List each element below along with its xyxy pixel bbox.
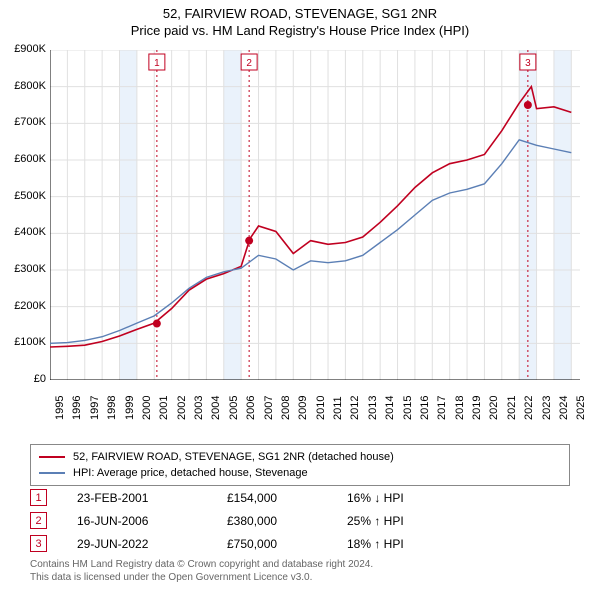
x-tick-label: 2013 xyxy=(367,396,379,420)
x-tick-label: 2021 xyxy=(506,396,518,420)
x-tick-label: 2000 xyxy=(141,396,153,420)
tx-price: £750,000 xyxy=(227,537,317,551)
transaction-table: 1 23-FEB-2001 £154,000 16% ↓ HPI 2 16-JU… xyxy=(30,486,570,555)
marker-badge: 2 xyxy=(30,512,47,529)
x-tick-label: 1996 xyxy=(71,396,83,420)
x-tick-label: 2011 xyxy=(332,396,344,420)
x-tick-label: 2020 xyxy=(488,396,500,420)
y-tick-label: £700K xyxy=(4,116,46,128)
x-tick-label: 2022 xyxy=(523,396,535,420)
tx-delta: 18% ↑ HPI xyxy=(347,537,447,551)
tx-delta: 16% ↓ HPI xyxy=(347,491,447,505)
tx-date: 29-JUN-2022 xyxy=(77,537,197,551)
transaction-row: 1 23-FEB-2001 £154,000 16% ↓ HPI xyxy=(30,486,570,509)
y-tick-label: £400K xyxy=(4,226,46,238)
x-tick-label: 2019 xyxy=(471,396,483,420)
y-tick-label: £200K xyxy=(4,300,46,312)
x-tick-label: 1995 xyxy=(54,396,66,420)
transaction-row: 3 29-JUN-2022 £750,000 18% ↑ HPI xyxy=(30,532,570,555)
x-tick-label: 2024 xyxy=(558,396,570,420)
y-tick-label: £500K xyxy=(4,190,46,202)
x-tick-label: 2002 xyxy=(176,396,188,420)
x-tick-label: 2015 xyxy=(402,396,414,420)
svg-text:2: 2 xyxy=(246,58,252,69)
y-tick-label: £900K xyxy=(4,43,46,55)
x-tick-label: 1998 xyxy=(106,396,118,420)
tx-price: £380,000 xyxy=(227,514,317,528)
attribution-line: Contains HM Land Registry data © Crown c… xyxy=(30,558,373,571)
x-axis-labels: 1995 1996 1997 1998 1999 2000 2001 2002 2003 2004… xyxy=(50,384,580,444)
x-tick-label: 2007 xyxy=(263,396,275,420)
y-tick-label: £0 xyxy=(4,373,46,385)
x-tick-label: 2004 xyxy=(210,396,222,420)
x-tick-label: 2010 xyxy=(315,396,327,420)
x-tick-label: 2014 xyxy=(384,396,396,420)
x-tick-label: 2001 xyxy=(158,396,170,420)
transaction-row: 2 16-JUN-2006 £380,000 25% ↑ HPI xyxy=(30,509,570,532)
x-tick-label: 2009 xyxy=(297,396,309,420)
tx-price: £154,000 xyxy=(227,491,317,505)
y-tick-label: £600K xyxy=(4,153,46,165)
svg-text:3: 3 xyxy=(525,58,531,69)
x-tick-label: 2006 xyxy=(245,396,257,420)
attribution-line: This data is licensed under the Open Gov… xyxy=(30,571,373,584)
tx-delta: 25% ↑ HPI xyxy=(347,514,447,528)
price-chart: 1 2 3 xyxy=(50,50,580,380)
legend-swatch xyxy=(39,472,65,474)
marker-badge: 1 xyxy=(30,489,47,506)
legend-label: HPI: Average price, detached house, Stev… xyxy=(73,465,308,481)
x-tick-label: 2012 xyxy=(349,396,361,420)
y-tick-label: £100K xyxy=(4,336,46,348)
x-tick-label: 2008 xyxy=(280,396,292,420)
x-tick-label: 2005 xyxy=(228,396,240,420)
marker-badge: 3 xyxy=(30,535,47,552)
page-title: 52, FAIRVIEW ROAD, STEVENAGE, SG1 2NR xyxy=(0,6,600,21)
chart-legend: 52, FAIRVIEW ROAD, STEVENAGE, SG1 2NR (d… xyxy=(30,444,570,486)
x-tick-label: 2025 xyxy=(575,396,587,420)
x-tick-label: 2003 xyxy=(193,396,205,420)
y-tick-label: £800K xyxy=(4,80,46,92)
x-tick-label: 1999 xyxy=(124,396,136,420)
svg-text:1: 1 xyxy=(154,58,160,69)
page-subtitle: Price paid vs. HM Land Registry's House … xyxy=(0,23,600,38)
attribution: Contains HM Land Registry data © Crown c… xyxy=(30,558,373,584)
legend-label: 52, FAIRVIEW ROAD, STEVENAGE, SG1 2NR (d… xyxy=(73,449,394,465)
x-tick-label: 2018 xyxy=(454,396,466,420)
x-tick-label: 2017 xyxy=(436,396,448,420)
x-tick-label: 1997 xyxy=(89,396,101,420)
y-tick-label: £300K xyxy=(4,263,46,275)
x-tick-label: 2016 xyxy=(419,396,431,420)
x-tick-label: 2023 xyxy=(541,396,553,420)
tx-date: 23-FEB-2001 xyxy=(77,491,197,505)
legend-swatch xyxy=(39,456,65,458)
tx-date: 16-JUN-2006 xyxy=(77,514,197,528)
